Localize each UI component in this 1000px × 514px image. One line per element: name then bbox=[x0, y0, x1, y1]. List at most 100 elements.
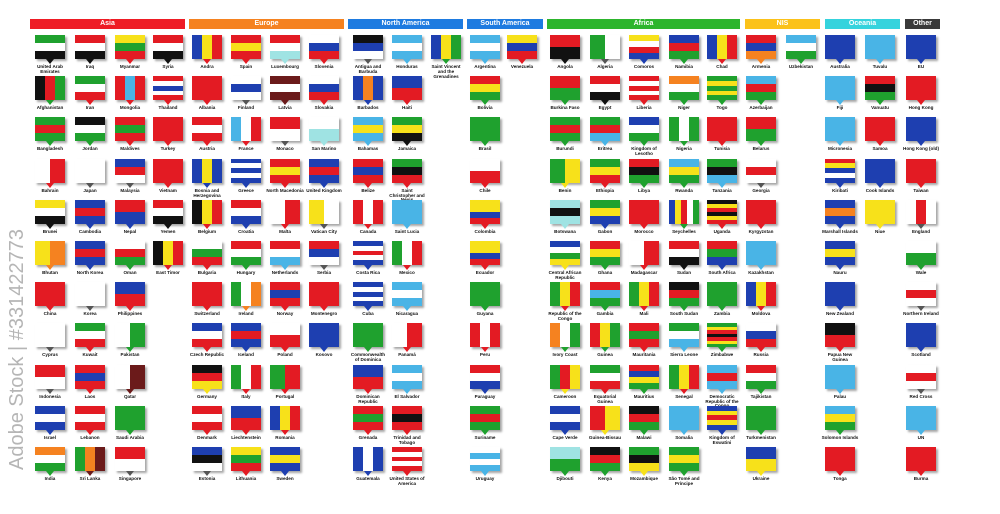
pointer-tail-icon bbox=[481, 223, 489, 229]
country-label: Tajikistan bbox=[750, 393, 772, 399]
flag-icon bbox=[470, 241, 500, 265]
country-label: Montenegro bbox=[310, 311, 338, 317]
flag-icon bbox=[669, 199, 699, 224]
country-label: Namibia bbox=[675, 64, 693, 69]
pointer-tail-icon bbox=[126, 59, 134, 64]
pointer-tail-icon bbox=[320, 306, 328, 312]
pointer-tail-icon bbox=[640, 59, 648, 64]
pointer-tail-icon bbox=[680, 347, 688, 353]
flag-icon bbox=[550, 199, 580, 224]
flag-item: Malaysia bbox=[110, 158, 150, 199]
flag-item: Bhutan bbox=[30, 241, 70, 281]
flag-icon bbox=[629, 323, 659, 348]
flag-icon bbox=[115, 447, 145, 471]
flag-icon bbox=[629, 282, 659, 307]
country-label: Nicaragua bbox=[395, 311, 419, 317]
flag-item: Senegal bbox=[664, 364, 704, 405]
pointer-tail-icon bbox=[242, 429, 250, 435]
country-label: San Marino bbox=[311, 146, 337, 152]
country-label: Croatia bbox=[238, 228, 254, 234]
flag-item: Poland bbox=[265, 323, 305, 363]
flag-icon bbox=[746, 35, 776, 59]
flag-icon bbox=[825, 117, 855, 142]
pointer-tail-icon bbox=[876, 100, 884, 106]
flag-item: Chile bbox=[465, 158, 505, 199]
country-label: Peru bbox=[479, 352, 491, 358]
region-header-oceania: Oceania bbox=[825, 19, 900, 29]
flag-icon bbox=[669, 447, 699, 471]
flag-item: Belize bbox=[348, 158, 388, 199]
pointer-tail-icon bbox=[836, 100, 844, 106]
flag-icon bbox=[629, 117, 659, 142]
flag-icon bbox=[629, 199, 659, 224]
flag-icon bbox=[629, 405, 659, 430]
flag-item: Germany bbox=[187, 364, 227, 405]
flag-item: Ireland bbox=[226, 282, 266, 322]
flag-item: Scotland bbox=[901, 323, 941, 363]
pointer-tail-icon bbox=[126, 141, 134, 147]
flag-icon bbox=[270, 447, 300, 471]
flag-item: Italy bbox=[226, 364, 266, 405]
pointer-tail-icon bbox=[364, 223, 372, 229]
pointer-tail-icon bbox=[203, 347, 211, 353]
pointer-tail-icon bbox=[757, 100, 765, 106]
country-label: Sierra Leone bbox=[670, 352, 698, 358]
country-label: England bbox=[911, 228, 931, 234]
flag-icon bbox=[392, 323, 422, 348]
flag-icon bbox=[590, 364, 620, 389]
country-label: Guyana bbox=[476, 311, 494, 317]
country-label: Wale bbox=[915, 270, 927, 275]
country-label: Belarus bbox=[752, 146, 770, 152]
pointer-tail-icon bbox=[718, 347, 726, 353]
flag-item: Liberia bbox=[624, 76, 664, 116]
country-label: Kuwait bbox=[82, 352, 98, 358]
pointer-tail-icon bbox=[561, 429, 569, 435]
country-label: Angola bbox=[557, 64, 573, 69]
country-label: Greece bbox=[238, 187, 254, 193]
pointer-tail-icon bbox=[364, 182, 372, 188]
flag-icon bbox=[115, 35, 145, 59]
flag-item: Kazakhstan bbox=[741, 241, 781, 281]
country-label: South Africa bbox=[708, 270, 736, 275]
country-label: Guinea bbox=[597, 352, 613, 358]
country-label: Hong Kong bbox=[908, 105, 934, 111]
flag-icon bbox=[392, 76, 422, 101]
country-label: Mauritius bbox=[633, 393, 655, 399]
pointer-tail-icon bbox=[561, 265, 569, 270]
country-label: Niger bbox=[678, 105, 690, 111]
country-label: Nepal bbox=[123, 228, 137, 234]
flag-item: Niue bbox=[860, 199, 900, 240]
flag-icon bbox=[865, 117, 895, 142]
flag-item: Vanuatu bbox=[860, 76, 900, 116]
region-header-europe: Europe bbox=[189, 19, 344, 29]
flag-item: Sri Lanka bbox=[70, 447, 110, 487]
flag-item: Canada bbox=[348, 199, 388, 240]
pointer-tail-icon bbox=[481, 59, 489, 64]
flag-item: Commonwealth of Dominica bbox=[348, 323, 388, 363]
pointer-tail-icon bbox=[364, 100, 372, 106]
country-label: United States of America bbox=[389, 476, 425, 486]
flag-icon bbox=[906, 323, 936, 348]
pointer-tail-icon bbox=[561, 471, 569, 476]
flag-item: Brasil bbox=[465, 117, 505, 157]
flag-item: Mauritania bbox=[624, 323, 664, 363]
flag-icon bbox=[707, 199, 737, 224]
flag-icon bbox=[590, 447, 620, 471]
country-label: Egypt bbox=[598, 105, 612, 111]
flag-item: Philippines bbox=[110, 282, 150, 322]
flag-icon bbox=[669, 117, 699, 142]
country-label: Ukraine bbox=[752, 476, 770, 481]
country-label: Equatorial Guinea bbox=[593, 393, 617, 404]
pointer-tail-icon bbox=[364, 141, 372, 147]
flag-item: Tanzania bbox=[702, 158, 742, 199]
flag-icon bbox=[270, 282, 300, 307]
flag-icon bbox=[707, 323, 737, 348]
pointer-tail-icon bbox=[836, 223, 844, 229]
flag-icon bbox=[35, 199, 65, 224]
flag-item: Ethiopia bbox=[585, 158, 625, 199]
pointer-tail-icon bbox=[203, 265, 211, 270]
country-label: Slovenia bbox=[314, 64, 334, 69]
flag-item: Suriname bbox=[465, 405, 505, 446]
flag-icon bbox=[75, 117, 105, 142]
country-label: Denmark bbox=[197, 434, 217, 440]
